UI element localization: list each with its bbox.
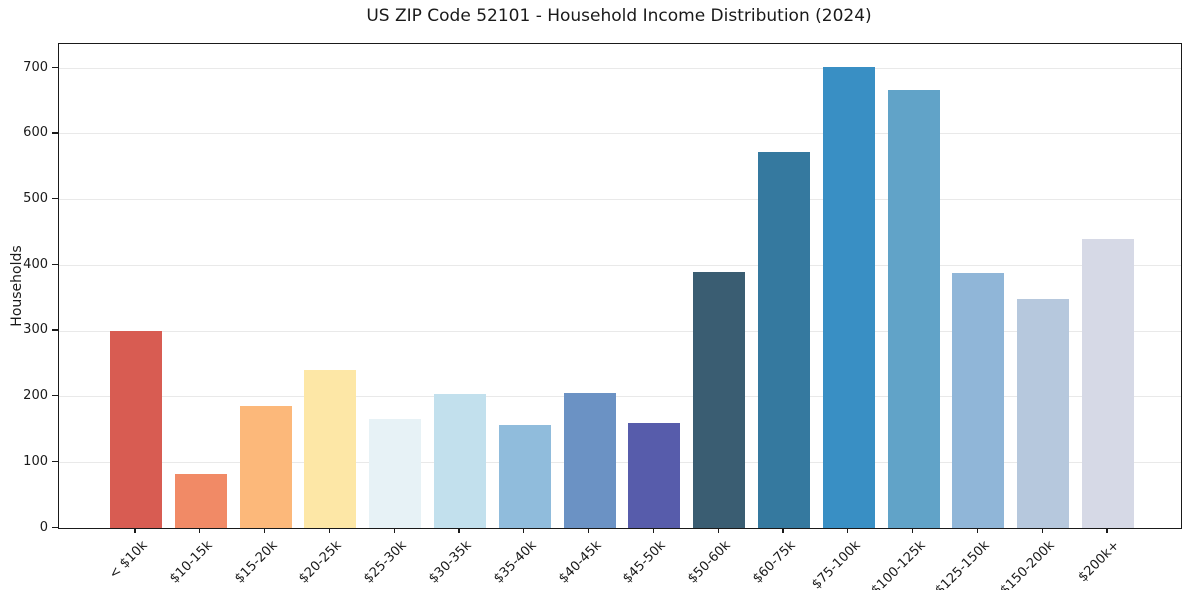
- x-tick-mark-$20-25k: [328, 528, 331, 533]
- gridline-y-100: [59, 461, 1181, 463]
- x-tick-label-$100-125k: $100-125k: [868, 538, 929, 590]
- x-tick-mark-$50-60k: [717, 528, 719, 533]
- x-tick-mark-$150-200k: [1041, 528, 1043, 533]
- x-tick-label-$15-20k: $15-20k: [231, 538, 281, 587]
- gridline-y-600: [59, 133, 1181, 135]
- x-tick-label-$25-30k: $25-30k: [361, 538, 410, 587]
- bar-$60-75k: [758, 151, 810, 528]
- y-tick-label-0: 0: [39, 519, 48, 535]
- bar-$10-15k: [174, 474, 227, 528]
- chart-title: US ZIP Code 52101 - Household Income Dis…: [366, 6, 872, 26]
- bar-$20-25k: [304, 370, 357, 528]
- y-tick-label-600: 600: [23, 125, 48, 141]
- y-tick-mark-600: [52, 132, 58, 134]
- y-tick-mark-200: [52, 395, 58, 397]
- x-tick-mark-$100-125k: [911, 528, 914, 533]
- x-tick-label-$45-50k: $45-50k: [620, 538, 669, 587]
- x-tick-label-$50-60k: $50-60k: [685, 538, 734, 587]
- x-tick-label-$150-200k: $150-200k: [997, 538, 1058, 590]
- bar-$25-30k: [369, 419, 422, 528]
- x-tick-mark-< $10k: [134, 528, 136, 533]
- y-tick-label-200: 200: [23, 388, 48, 404]
- y-tick-label-100: 100: [23, 453, 48, 469]
- y-tick-label-500: 500: [23, 191, 48, 207]
- bar-$125-150k: [952, 272, 1005, 528]
- bar-$30-35k: [434, 394, 486, 528]
- x-tick-label-$40-45k: $40-45k: [555, 538, 605, 587]
- x-tick-mark-$200k+: [1106, 528, 1108, 533]
- bar-< $10k: [110, 331, 162, 528]
- y-tick-mark-500: [52, 198, 58, 200]
- y-tick-mark-700: [52, 66, 58, 69]
- x-tick-label-$125-150k: $125-150k: [932, 538, 993, 590]
- x-tick-label-$30-35k: $30-35k: [426, 538, 475, 587]
- x-tick-label-$20-25k: $20-25k: [296, 538, 345, 587]
- gridline-y-300: [59, 330, 1181, 332]
- bar-$50-60k: [693, 271, 746, 528]
- bar-$15-20k: [239, 405, 292, 528]
- x-tick-mark-$40-45k: [587, 528, 590, 533]
- x-tick-label-$75-100k: $75-100k: [809, 538, 864, 590]
- gridline-y-700: [59, 67, 1181, 69]
- gridline-y-200: [59, 396, 1181, 398]
- gridline-y-400: [59, 264, 1181, 266]
- bar-$75-100k: [822, 67, 875, 528]
- y-tick-mark-400: [52, 263, 58, 266]
- x-tick-label-$10-15k: $10-15k: [166, 538, 216, 587]
- bar-$45-50k: [628, 422, 681, 528]
- y-tick-mark-100: [52, 460, 58, 463]
- y-axis-label: Households: [9, 245, 25, 327]
- x-tick-mark-$60-75k: [782, 528, 784, 533]
- gridline-y-500: [59, 199, 1181, 201]
- x-tick-mark-$15-20k: [263, 528, 266, 533]
- bar-$200k+: [1082, 239, 1134, 528]
- bar-$100-125k: [887, 89, 940, 528]
- bar-$40-45k: [563, 392, 616, 528]
- x-tick-mark-$35-40k: [523, 528, 525, 533]
- x-tick-label-< $10k: < $10k: [106, 538, 151, 583]
- x-tick-label-$200k+: $200k+: [1075, 538, 1123, 586]
- y-tick-label-300: 300: [23, 322, 48, 338]
- x-tick-label-$35-40k: $35-40k: [490, 538, 540, 587]
- bar-$35-40k: [498, 424, 551, 528]
- y-tick-mark-300: [52, 329, 58, 331]
- x-tick-mark-$25-30k: [393, 528, 395, 533]
- x-tick-mark-$75-100k: [847, 528, 849, 533]
- plot-area: [58, 43, 1182, 529]
- x-tick-mark-$10-15k: [199, 528, 201, 533]
- x-tick-label-$60-75k: $60-75k: [750, 538, 799, 587]
- x-tick-mark-$45-50k: [652, 528, 655, 533]
- y-tick-label-400: 400: [23, 256, 48, 272]
- x-tick-mark-$125-150k: [976, 528, 979, 533]
- y-tick-label-700: 700: [23, 59, 48, 75]
- x-tick-mark-$30-35k: [458, 528, 460, 533]
- bar-$150-200k: [1017, 299, 1070, 528]
- y-tick-mark-0: [52, 526, 58, 528]
